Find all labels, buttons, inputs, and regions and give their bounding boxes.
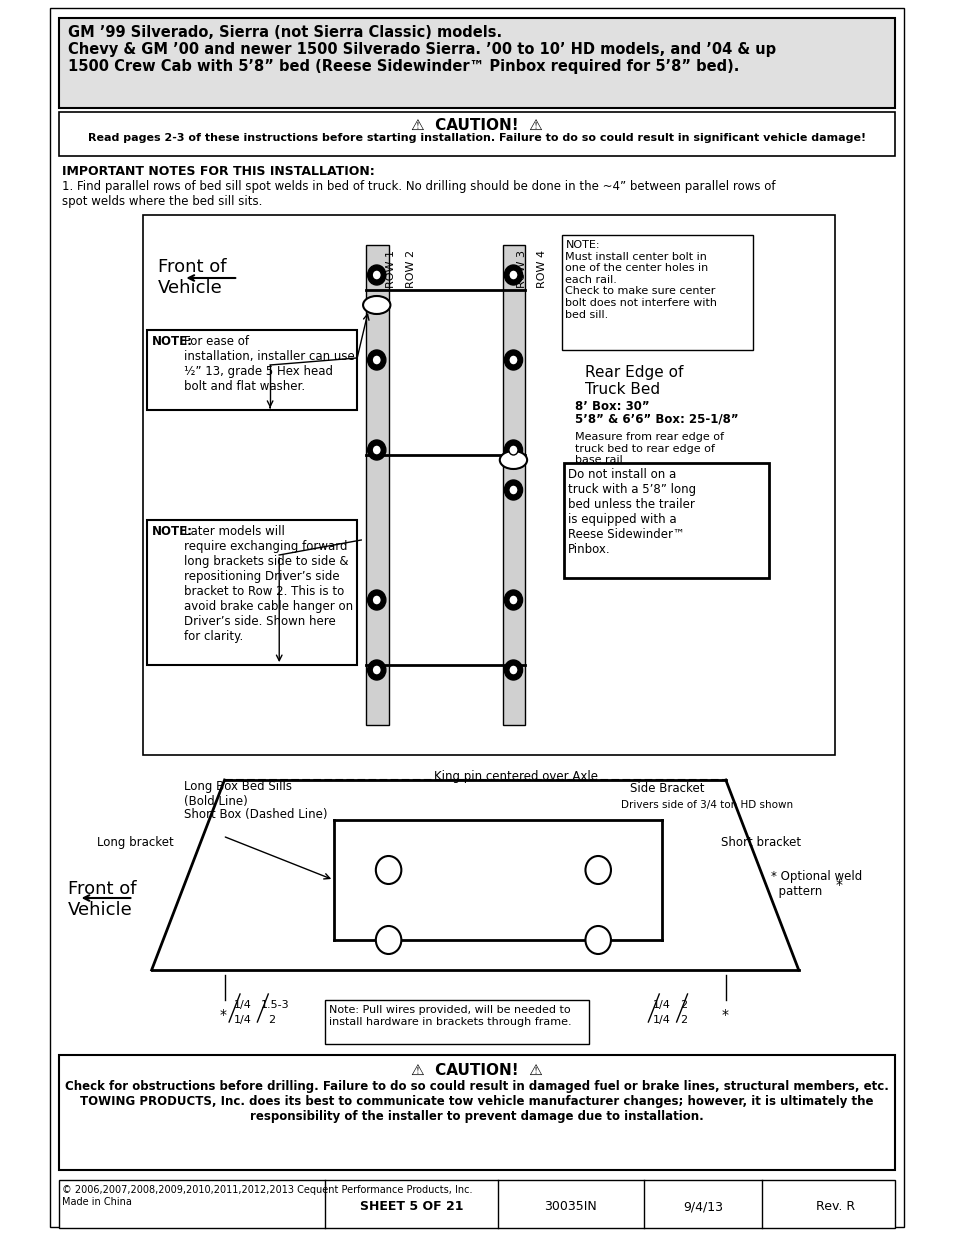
- Text: 9/4/13: 9/4/13: [682, 1200, 722, 1213]
- Text: *: *: [220, 1008, 227, 1023]
- Text: King pin centered over Axle: King pin centered over Axle: [434, 769, 598, 783]
- Circle shape: [504, 659, 522, 680]
- Circle shape: [508, 485, 517, 495]
- Circle shape: [367, 350, 385, 370]
- Bar: [324, 1000, 589, 1044]
- Bar: [58, 1055, 895, 1170]
- Circle shape: [367, 440, 385, 459]
- Text: ROW 4: ROW 4: [537, 249, 546, 288]
- Text: Drivers side of 3/4 ton HD shown: Drivers side of 3/4 ton HD shown: [620, 800, 792, 810]
- Text: Short bracket: Short bracket: [720, 836, 801, 848]
- Text: Side Bracket: Side Bracket: [629, 782, 704, 795]
- Text: 1/4: 1/4: [652, 1015, 670, 1025]
- Text: 2: 2: [679, 1000, 687, 1010]
- Text: Front of
Vehicle: Front of Vehicle: [68, 881, 136, 919]
- Circle shape: [367, 266, 385, 285]
- Circle shape: [508, 270, 517, 280]
- Bar: [58, 19, 895, 107]
- Text: 8’ Box: 30”: 8’ Box: 30”: [575, 400, 649, 412]
- Circle shape: [372, 354, 381, 366]
- Text: ⚠  CAUTION!  ⚠: ⚠ CAUTION! ⚠: [411, 119, 542, 133]
- Bar: [147, 520, 356, 664]
- Text: SHEET 5 OF 21: SHEET 5 OF 21: [359, 1200, 462, 1213]
- Text: 1/4: 1/4: [652, 1000, 670, 1010]
- Bar: [147, 330, 356, 410]
- Bar: [142, 215, 834, 755]
- Text: Read pages 2-3 of these instructions before starting installation. Failure to do: Read pages 2-3 of these instructions bef…: [88, 133, 865, 143]
- Text: For ease of
installation, installer can use
½” 13, grade 5 Hex head
bolt and fla: For ease of installation, installer can …: [183, 335, 354, 393]
- Circle shape: [367, 590, 385, 610]
- Bar: [563, 463, 768, 578]
- Text: Rev. R: Rev. R: [815, 1200, 854, 1213]
- Circle shape: [372, 270, 381, 280]
- Circle shape: [367, 659, 385, 680]
- Text: 5’8” & 6’6” Box: 25-1/8”: 5’8” & 6’6” Box: 25-1/8”: [575, 412, 739, 426]
- Bar: [365, 245, 388, 725]
- Text: 2: 2: [679, 1015, 687, 1025]
- Text: Measure from rear edge of
truck bed to rear edge of
base rail: Measure from rear edge of truck bed to r…: [575, 432, 723, 466]
- Text: GM ’99 Silverado, Sierra (not Sierra Classic) models.: GM ’99 Silverado, Sierra (not Sierra Cla…: [68, 25, 501, 40]
- Text: Front of
Vehicle: Front of Vehicle: [158, 258, 226, 296]
- Text: IMPORTANT NOTES FOR THIS INSTALLATION:: IMPORTANT NOTES FOR THIS INSTALLATION:: [62, 165, 375, 178]
- Text: Chevy & GM ’00 and newer 1500 Silverado Sierra. ’00 to 10’ HD models, and ’04 & : Chevy & GM ’00 and newer 1500 Silverado …: [68, 42, 775, 57]
- Text: Do not install on a
truck with a 5’8” long
bed unless the trailer
is equipped wi: Do not install on a truck with a 5’8” lo…: [568, 468, 696, 556]
- Text: Later models will
require exchanging forward
long brackets side to side &
reposi: Later models will require exchanging for…: [183, 525, 353, 643]
- Text: 2: 2: [268, 1015, 275, 1025]
- Text: Long Box Bed Sills
(Bold Line): Long Box Bed Sills (Bold Line): [183, 781, 292, 808]
- Text: 1. Find parallel rows of bed sill spot welds in bed of truck. No drilling should: 1. Find parallel rows of bed sill spot w…: [62, 180, 775, 207]
- Circle shape: [585, 926, 610, 953]
- Circle shape: [504, 266, 522, 285]
- Text: * Optional weld
  pattern: * Optional weld pattern: [771, 869, 862, 898]
- Circle shape: [375, 856, 401, 884]
- Text: ROW 1: ROW 1: [386, 249, 395, 288]
- Text: NOTE:: NOTE:: [152, 335, 193, 348]
- Text: *: *: [834, 878, 841, 892]
- Text: 1500 Crew Cab with 5’8” bed (Reese Sidewinder™ Pinbox required for 5’8” bed).: 1500 Crew Cab with 5’8” bed (Reese Sidew…: [68, 59, 739, 74]
- Circle shape: [504, 350, 522, 370]
- Text: Rear Edge of
Truck Bed: Rear Edge of Truck Bed: [584, 366, 682, 398]
- Circle shape: [372, 445, 381, 454]
- Circle shape: [504, 480, 522, 500]
- Text: 1/4: 1/4: [233, 1000, 252, 1010]
- Text: 30035IN: 30035IN: [544, 1200, 597, 1213]
- Circle shape: [372, 595, 381, 605]
- Bar: [561, 235, 752, 350]
- Text: NOTE:
Must install center bolt in
one of the center holes in
each rail.
Check to: NOTE: Must install center bolt in one of…: [565, 240, 717, 320]
- Text: responsibility of the installer to prevent damage due to installation.: responsibility of the installer to preve…: [250, 1110, 703, 1123]
- Text: TOWING PRODUCTS, Inc. does its best to communicate tow vehicle manufacturer chan: TOWING PRODUCTS, Inc. does its best to c…: [80, 1095, 873, 1108]
- Text: ⚠  CAUTION!  ⚠: ⚠ CAUTION! ⚠: [411, 1063, 542, 1078]
- Text: Short Box (Dashed Line): Short Box (Dashed Line): [183, 808, 327, 821]
- Text: 1.5-3: 1.5-3: [261, 1000, 290, 1010]
- Bar: [58, 112, 895, 156]
- Text: 1/4: 1/4: [233, 1015, 252, 1025]
- Text: Note: Pull wires provided, will be needed to
install hardware in brackets throug: Note: Pull wires provided, will be neede…: [329, 1005, 572, 1026]
- Text: Check for obstructions before drilling. Failure to do so could result in damaged: Check for obstructions before drilling. …: [65, 1079, 888, 1093]
- Bar: [58, 1179, 895, 1228]
- Circle shape: [504, 440, 522, 459]
- Circle shape: [508, 664, 517, 676]
- Circle shape: [508, 354, 517, 366]
- Ellipse shape: [363, 296, 390, 314]
- Circle shape: [585, 856, 610, 884]
- Text: © 2006,2007,2008,2009,2010,2011,2012,2013 Cequent Performance Products, Inc.
Mad: © 2006,2007,2008,2009,2010,2011,2012,201…: [62, 1186, 473, 1207]
- Circle shape: [504, 590, 522, 610]
- Text: *: *: [720, 1008, 727, 1023]
- Text: ROW 2: ROW 2: [406, 249, 416, 288]
- Circle shape: [375, 926, 401, 953]
- Circle shape: [508, 445, 517, 454]
- Text: Long bracket: Long bracket: [97, 836, 173, 848]
- Text: NOTE:: NOTE:: [152, 525, 193, 538]
- Circle shape: [372, 664, 381, 676]
- Bar: [502, 245, 525, 725]
- Ellipse shape: [499, 451, 527, 469]
- Text: ROW 3: ROW 3: [517, 249, 526, 288]
- Circle shape: [508, 595, 517, 605]
